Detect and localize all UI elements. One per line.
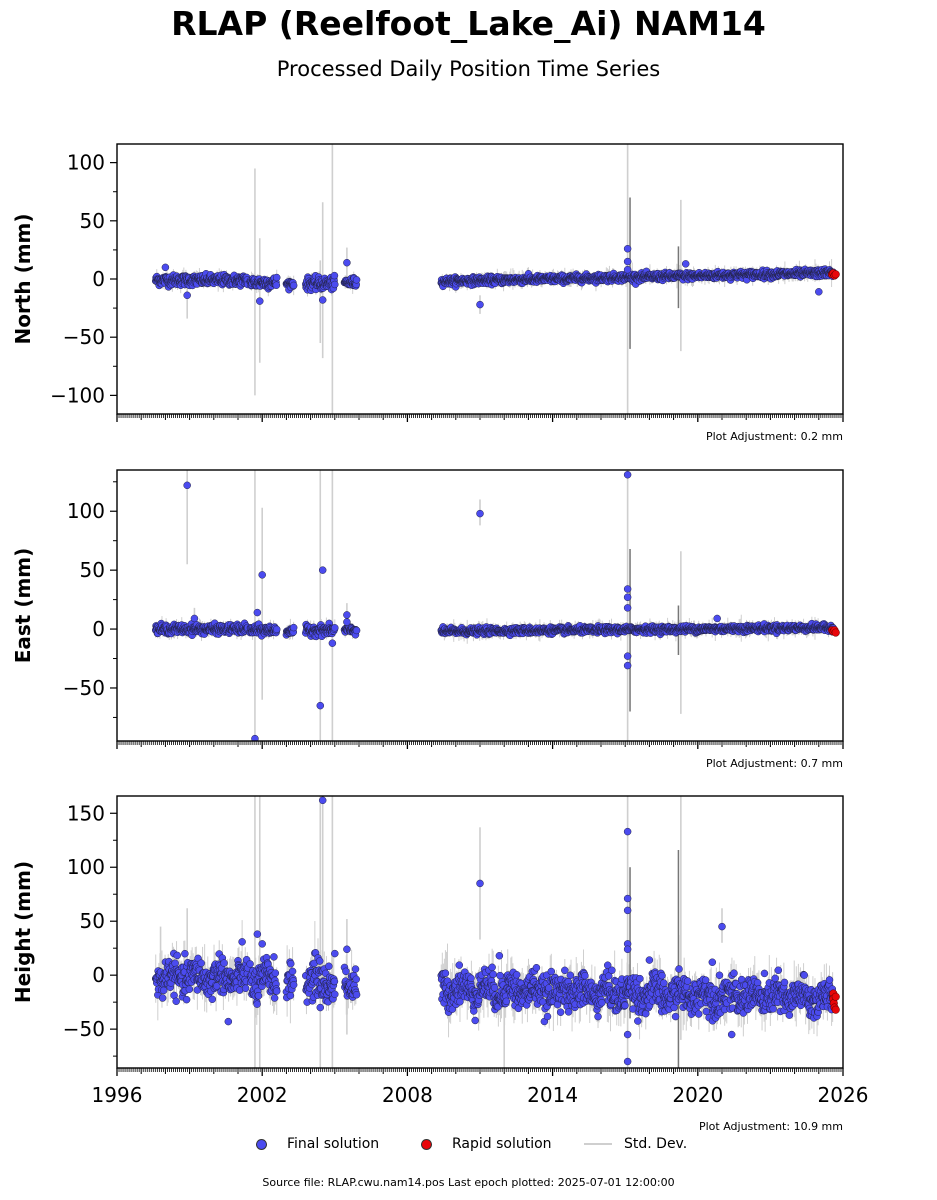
y-tick-label: 50 <box>80 209 105 233</box>
final-solution-outlier <box>681 260 690 268</box>
y-tick-label: −50 <box>63 676 105 700</box>
plot-adjustment-label: Plot Adjustment: 0.2 mm <box>706 430 843 443</box>
panel-0-data <box>151 144 840 414</box>
y-tick-label: 0 <box>92 267 105 291</box>
final-solution-outlier <box>256 297 264 305</box>
final-solution-outlier <box>623 661 632 670</box>
final-solution-point <box>331 624 339 632</box>
final-solution-outlier <box>253 608 262 617</box>
final-solution-point <box>352 276 361 284</box>
panel-1-data <box>151 470 840 741</box>
final-solution-point <box>272 273 281 282</box>
final-solution-outlier <box>476 300 484 309</box>
y-tick-label: 100 <box>67 151 105 175</box>
rapid-solution-point <box>831 270 840 279</box>
y-tick-label: 50 <box>80 558 105 582</box>
final-solution-point <box>352 626 361 635</box>
final-solution-outlier <box>623 585 632 593</box>
final-solution-outlier <box>258 571 266 579</box>
final-solution-point <box>272 281 281 289</box>
final-solution-outlier <box>623 604 632 612</box>
final-solution-outlier <box>328 639 337 647</box>
final-solution-outlier <box>343 618 351 626</box>
page-subtitle: Processed Daily Position Time Series <box>276 57 661 81</box>
final-solution-outlier <box>623 652 632 660</box>
y-axis-label: North (mm) <box>11 213 35 344</box>
final-solution-point <box>272 625 281 634</box>
final-solution-point <box>330 271 339 280</box>
final-solution-outlier <box>343 611 351 619</box>
final-solution-outlier <box>318 296 327 304</box>
final-solution-outlier <box>623 593 632 602</box>
final-solution-outlier <box>623 257 632 266</box>
rapid-solution-point <box>831 628 840 637</box>
final-solution-outlier <box>623 265 632 274</box>
final-solution-outlier <box>190 614 199 623</box>
final-solution-point <box>331 280 339 289</box>
y-tick-label: −50 <box>63 325 105 349</box>
final-solution-outlier <box>623 244 632 253</box>
final-solution-outlier <box>183 291 191 300</box>
final-solution-outlier <box>316 701 325 710</box>
final-solution-outlier <box>183 481 191 490</box>
final-solution-outlier <box>623 470 632 479</box>
final-solution-outlier <box>476 509 484 518</box>
final-solution-point <box>289 623 298 632</box>
final-solution-outlier <box>318 566 327 574</box>
y-tick-label: 100 <box>67 499 105 523</box>
final-solution-point <box>289 281 298 290</box>
final-solution-outlier <box>161 263 170 272</box>
y-tick-label: −100 <box>50 383 105 407</box>
page-title: RLAP (Reelfoot_Lake_Ai) NAM14 <box>171 4 766 43</box>
final-solution-outlier <box>713 614 721 623</box>
final-solution-outlier <box>815 288 823 296</box>
final-solution-outlier <box>343 258 351 267</box>
y-tick-label: 0 <box>92 617 105 641</box>
